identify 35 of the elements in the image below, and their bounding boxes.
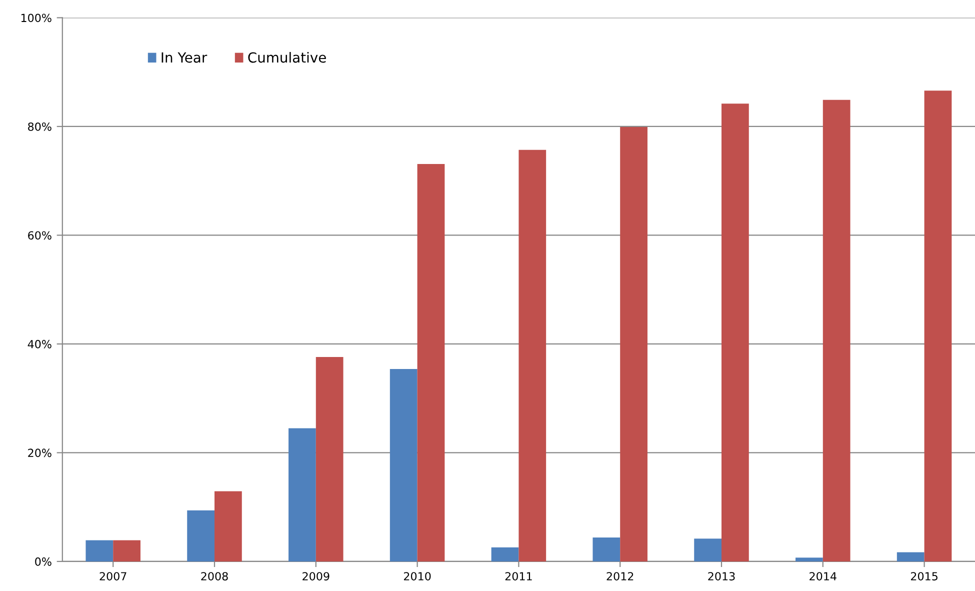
legend-label: Cumulative — [248, 52, 326, 63]
bar — [722, 104, 749, 562]
x-tick-label: 2014 — [810, 572, 836, 580]
bar — [86, 540, 114, 562]
x-tick-label: 2009 — [302, 572, 330, 580]
bar — [113, 540, 140, 562]
x-tick-label: 2015 — [910, 572, 938, 580]
bar — [592, 538, 620, 562]
y-tick-label: 0% — [35, 557, 52, 566]
x-tick-label: 2008 — [201, 572, 228, 580]
bar — [390, 368, 418, 562]
y-tick-label: 40% — [28, 340, 52, 348]
bar — [288, 428, 316, 562]
bar — [924, 90, 952, 562]
bar — [187, 510, 214, 562]
x-tick-label: 2010 — [404, 572, 431, 580]
bar — [316, 357, 344, 562]
y-tick-label: 20% — [28, 448, 52, 458]
legend-label: In Year — [162, 52, 208, 63]
x-tick-label: 2012 — [606, 572, 634, 580]
y-tick-label: 60% — [28, 231, 52, 240]
bar — [796, 558, 823, 562]
y-tick-label: 100% — [21, 14, 52, 22]
bar — [694, 538, 722, 562]
bar — [822, 100, 850, 562]
bar — [518, 150, 546, 562]
bar — [491, 547, 519, 562]
x-tick-label: 2013 — [708, 572, 735, 580]
x-tick-label: 2007 — [100, 572, 126, 580]
y-tick-label: 80% — [28, 122, 52, 131]
x-tick-label: 2011 — [505, 572, 532, 580]
bar — [417, 164, 445, 562]
bar — [620, 127, 648, 562]
bar — [896, 552, 924, 562]
bar — [214, 491, 242, 562]
